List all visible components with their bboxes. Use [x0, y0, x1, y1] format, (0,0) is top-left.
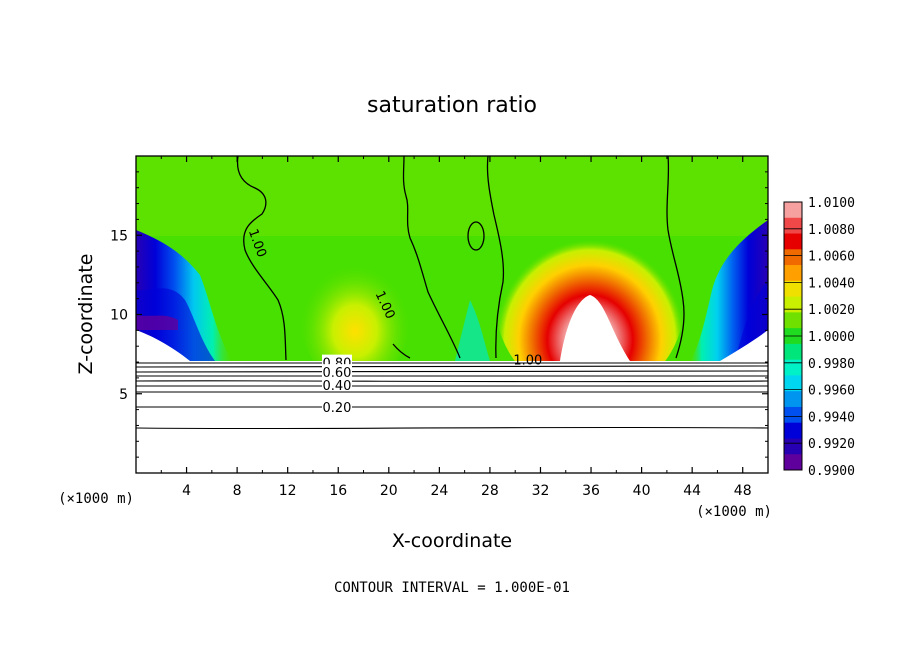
colorbar-label: 1.0100 — [808, 196, 855, 211]
x-tick-label: 8 — [233, 483, 242, 499]
colorbar-swatch — [784, 265, 802, 282]
contour-lines — [236, 156, 685, 361]
subsaturated-layer — [136, 361, 768, 473]
colorbar-swatch — [784, 391, 802, 408]
plot-field — [136, 156, 768, 473]
colorbar-swatch — [784, 406, 802, 424]
x-tick-label: 20 — [380, 483, 398, 499]
colorbar-swatch — [784, 217, 802, 235]
x-tick-label: 44 — [683, 483, 701, 499]
colorbar-swatch — [784, 202, 802, 219]
colorbar-label: 0.9960 — [808, 384, 855, 399]
colorbar-label: 0.9980 — [808, 357, 855, 372]
colorbar-swatch — [784, 438, 802, 455]
x-tick-label: 24 — [430, 483, 448, 499]
warm-region-left — [300, 253, 410, 383]
colorbar-swatch — [784, 249, 802, 266]
colorbar-swatch — [784, 422, 802, 439]
x-tick-label: 28 — [481, 483, 499, 499]
colorbar: 1.0100 1.0080 1.0060 1.0040 1.0020 1.0000 0.99… — [783, 196, 855, 479]
y-axis-label: Z-coordinate — [75, 254, 97, 375]
x-tick-label: 16 — [329, 483, 347, 499]
x-tick-label: 32 — [532, 483, 550, 499]
colorbar-label: 1.0040 — [808, 276, 855, 291]
contour-lines-lower — [135, 362, 769, 430]
contour-interval-note: CONTOUR INTERVAL = 1.000E-01 — [334, 580, 570, 596]
x-tick-label: 36 — [582, 483, 600, 499]
colorbar-label: 0.9920 — [808, 437, 855, 452]
colorbar-swatch — [784, 296, 802, 313]
colorbar-label: 1.0080 — [808, 223, 855, 238]
x-axis-label: X-coordinate — [392, 530, 512, 552]
x-tick-label: 48 — [734, 483, 752, 499]
colorbar-swatch — [784, 233, 802, 250]
x-tick-label: 40 — [633, 483, 651, 499]
y-tick-label: 5 — [119, 387, 128, 403]
colorbar-label: 0.9940 — [808, 410, 855, 425]
colorbar-swatch — [784, 359, 802, 376]
colorbar-swatch — [784, 343, 802, 361]
x-tick-label: 4 — [182, 483, 191, 499]
colorbar-swatch — [784, 280, 802, 298]
z-unit-label: (×1000 m) — [58, 491, 134, 507]
contour-labels: 1.001.001.000.800.600.400.20 — [245, 227, 542, 416]
contour-label-bg — [321, 376, 352, 390]
y-tick-label: 15 — [110, 228, 128, 244]
contour-label: 0.40 — [322, 379, 351, 394]
chart-title: saturation ratio — [367, 93, 537, 118]
y-tick-label: 10 — [110, 308, 128, 324]
colorbar-label: 1.0000 — [808, 330, 855, 345]
x-tick-label: 12 — [279, 483, 297, 499]
colorbar-swatch — [784, 454, 802, 471]
x-unit-label: (×1000 m) — [696, 504, 772, 520]
contour-label: 1.00 — [513, 353, 542, 368]
colorbar-swatch — [784, 312, 802, 329]
contour-label-bg — [321, 364, 352, 378]
y-axis: 5 10 15 — [110, 171, 768, 458]
contour-label-bg — [321, 399, 352, 413]
contour-label: 0.20 — [322, 401, 351, 416]
colorbar-label: 1.0060 — [808, 250, 855, 265]
colorbar-label: 1.0020 — [808, 303, 855, 318]
x-axis: 4 8 12 16 20 24 28 32 36 40 44 48 — [160, 156, 752, 499]
colorbar-swatch — [784, 375, 802, 392]
colorbar-label: 0.9900 — [808, 464, 855, 479]
